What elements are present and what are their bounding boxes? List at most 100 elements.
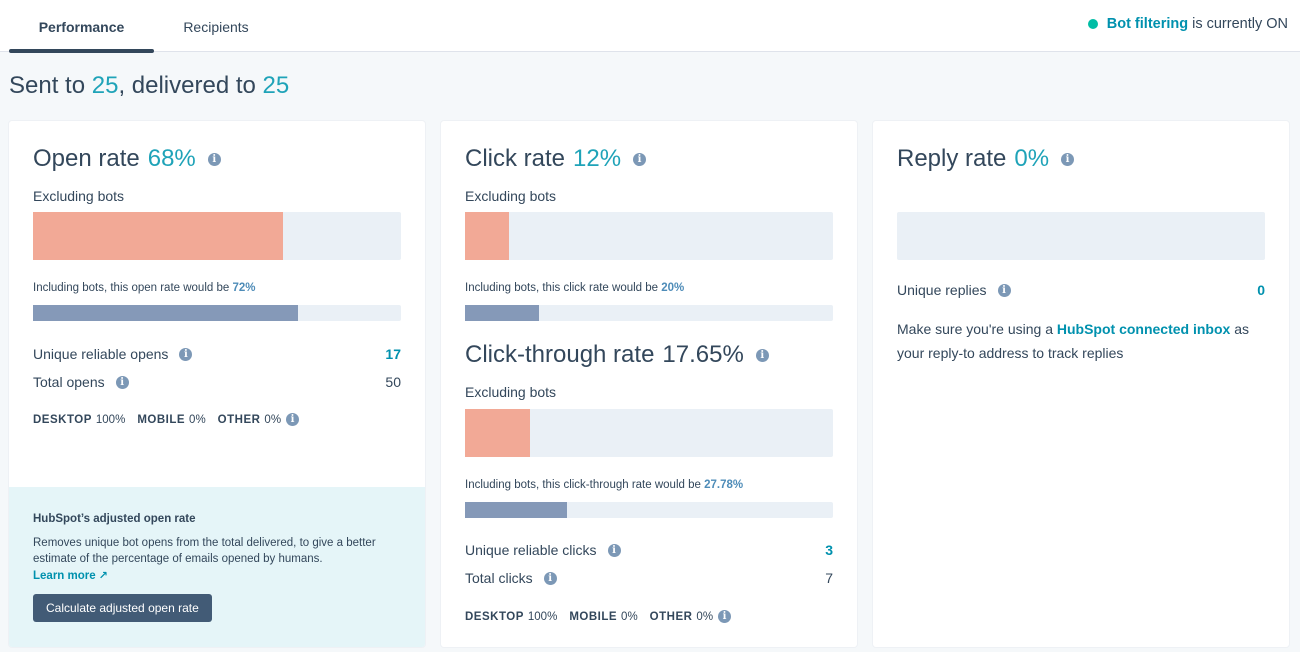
learn-more-label[interactable]: Learn more (33, 570, 96, 582)
click-through-including-text: Including bots, this click-through rate … (465, 479, 743, 491)
unique-replies-value[interactable]: 0 (1257, 282, 1265, 298)
click-through-excluding-bar (465, 409, 833, 457)
total-opens-row: Total opens i 50 (33, 374, 401, 390)
open-rate-card: Open rate 68% i Excluding bots Including… (9, 121, 425, 647)
click-through-rate-label: Click-through rate (465, 341, 655, 368)
including-text: Including bots, this click-through rate … (465, 479, 701, 491)
info-icon[interactable]: i (286, 413, 300, 426)
tabs-bar: Performance Recipients Bot filtering is … (0, 0, 1300, 53)
click-through-including-bar (465, 502, 833, 518)
info-icon[interactable]: i (607, 543, 621, 557)
open-rate-including-text: Including bots, this open rate would be … (33, 282, 256, 294)
total-opens-value: 50 (385, 374, 401, 390)
device-name: DESKTOP (465, 610, 524, 623)
reply-rate-value: 0% (1014, 145, 1050, 172)
open-rate-including-bar (33, 305, 401, 321)
info-icon[interactable]: i (718, 610, 732, 623)
click-through-rate-title: Click-through rate 17.65% i (465, 341, 769, 369)
click-rate-including-text: Including bots, this click rate would be… (465, 282, 684, 294)
open-rate-value: 68% (147, 145, 196, 172)
unique-opens-label: Unique reliable opens (33, 346, 169, 362)
device-name: OTHER (649, 610, 693, 623)
sent-summary: Sent to 25, delivered to 25 (9, 72, 289, 100)
sent-count: 25 (91, 72, 119, 99)
calculate-adjusted-open-rate-button[interactable]: Calculate adjusted open rate (33, 594, 212, 622)
total-clicks-row: Total clicks i 7 (465, 570, 833, 586)
reply-rate-label: Reply rate (897, 145, 1007, 172)
open-rate-excluding-fill (33, 212, 284, 260)
click-rate-including-bar (465, 305, 833, 321)
device-value: 100% (527, 610, 558, 623)
sent-middle: , delivered to (118, 72, 256, 99)
device-name: MOBILE (137, 413, 186, 426)
info-icon[interactable]: i (179, 347, 193, 361)
click-rate-excluding-bar (465, 212, 833, 260)
device-name: DESKTOP (33, 413, 92, 426)
click-through-including-value: 27.78% (704, 479, 744, 491)
device-value: 100% (95, 413, 126, 426)
reply-rate-card: Reply rate 0% i Unique replies i 0 Make s… (873, 121, 1289, 647)
open-device-breakdown: DESKTOP 100% MOBILE 0% OTHER 0% i (33, 413, 300, 426)
connected-inbox-link[interactable]: HubSpot connected inbox (1056, 321, 1231, 337)
adjusted-description: Removes unique bot opens from the total … (33, 537, 376, 565)
info-icon[interactable]: i (115, 375, 129, 389)
note-before: Make sure you're using a (897, 321, 1053, 337)
open-rate-including-fill (33, 305, 298, 321)
info-icon[interactable]: i (1061, 152, 1075, 166)
excluding-bots-label: Excluding bots (465, 384, 557, 400)
external-link-icon: ↗ (98, 570, 108, 582)
unique-replies-label: Unique replies (897, 282, 987, 298)
total-clicks-label: Total clicks (465, 570, 533, 586)
device-value: 0% (264, 413, 282, 426)
click-rate-including-fill (465, 305, 539, 321)
click-rate-label: Click rate (465, 145, 566, 172)
delivered-count: 25 (262, 72, 290, 99)
adjusted-open-rate-panel: HubSpot’s adjusted open rate Removes uni… (9, 487, 425, 647)
open-rate-title: Open rate 68% i (33, 145, 221, 173)
open-rate-label: Open rate (33, 145, 140, 172)
unique-opens-row: Unique reliable opens i 17 (33, 346, 401, 362)
click-rate-including-value: 20% (661, 282, 685, 294)
info-icon[interactable]: i (543, 571, 557, 585)
info-icon[interactable]: i (207, 152, 221, 166)
adjusted-title: HubSpot’s adjusted open rate (33, 513, 196, 525)
unique-clicks-label: Unique reliable clicks (465, 542, 597, 558)
unique-replies-row: Unique replies i 0 (897, 282, 1265, 298)
bot-filtering-link[interactable]: Bot filtering (1106, 16, 1189, 32)
bot-filtering-status: Bot filtering is currently ON (1087, 16, 1288, 32)
device-value: 0% (696, 610, 714, 623)
device-value: 0% (189, 413, 206, 426)
sent-prefix: Sent to (9, 72, 86, 99)
unique-clicks-value[interactable]: 3 (825, 542, 833, 558)
excluding-bots-label: Excluding bots (33, 188, 125, 204)
click-through-excluding-fill (465, 409, 530, 457)
device-name: MOBILE (569, 610, 618, 623)
excluding-bots-label: Excluding bots (465, 188, 557, 204)
tab-recipients[interactable]: Recipients (183, 19, 249, 35)
click-through-including-fill (465, 502, 568, 518)
click-device-breakdown: DESKTOP 100% MOBILE 0% OTHER 0% i (465, 610, 732, 623)
tab-performance[interactable]: Performance (9, 0, 154, 53)
click-rate-title: Click rate 12% i (465, 145, 647, 173)
note-after: as your reply-to address to track replie… (897, 321, 1250, 361)
reply-rate-title: Reply rate 0% i (897, 145, 1075, 173)
info-icon[interactable]: i (755, 348, 769, 362)
total-clicks-value: 7 (825, 570, 833, 586)
unique-clicks-row: Unique reliable clicks i 3 (465, 542, 833, 558)
including-text: Including bots, this click rate would be (465, 282, 659, 294)
status-dot-icon (1087, 19, 1098, 29)
info-icon[interactable]: i (633, 152, 647, 166)
click-rate-card: Click rate 12% i Excluding bots Includin… (441, 121, 857, 647)
bot-filtering-status-text: is currently ON (1192, 16, 1288, 32)
total-opens-label: Total opens (33, 374, 105, 390)
reply-tracking-note: Make sure you're using a HubSpot connect… (897, 317, 1269, 365)
reply-rate-bar (897, 212, 1265, 260)
unique-opens-value[interactable]: 17 (385, 346, 401, 362)
open-rate-excluding-bar (33, 212, 401, 260)
info-icon[interactable]: i (997, 283, 1011, 297)
open-rate-including-value: 72% (232, 282, 256, 294)
learn-more-link[interactable]: Learn more ↗ (33, 569, 108, 582)
click-through-rate-value: 17.65% (662, 341, 744, 368)
device-name: OTHER (217, 413, 261, 426)
device-value: 0% (621, 610, 638, 623)
